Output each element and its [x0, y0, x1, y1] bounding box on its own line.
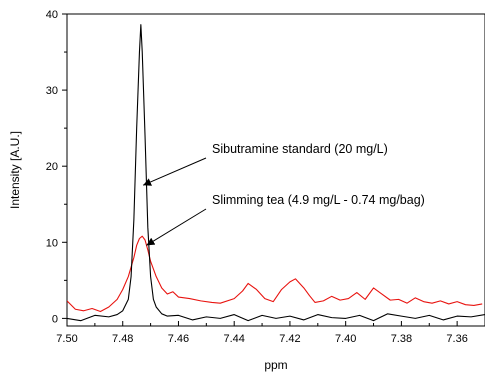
y-tick-label: 10	[46, 237, 58, 249]
y-tick-label: 20	[46, 161, 58, 173]
series-line-sibutramine-standard	[67, 24, 485, 322]
y-tick-label: 30	[46, 85, 58, 97]
annotation-arrow-sibutramine	[142, 157, 207, 186]
plot-frame	[66, 13, 485, 327]
x-axis: 7.50 7.48 7.46 7.44 7.42 7.40 7.38 7.36	[56, 321, 485, 345]
x-axis-title: ppm	[264, 358, 287, 372]
y-tick-label: 40	[46, 9, 58, 21]
series-line-slimming-tea	[67, 235, 483, 313]
y-axis: 0 10 20 30 40	[46, 9, 67, 325]
annotations: Sibutramine standard (20 mg/L) Slimming …	[142, 142, 425, 246]
x-tick-label: 7.38	[391, 333, 412, 345]
x-tick-label: 7.48	[112, 333, 133, 345]
x-tick-label: 7.50	[56, 333, 77, 345]
annotation-arrow-slimming-tea	[146, 208, 207, 246]
x-tick-label: 7.42	[279, 333, 300, 345]
x-tick-label: 7.36	[446, 333, 467, 345]
series-layer	[67, 24, 485, 322]
y-axis-title: Intensity [A.U.]	[8, 131, 22, 209]
x-tick-label: 7.46	[168, 333, 189, 345]
annotation-slimming-tea: Slimming tea (4.9 mg/L - 0.74 mg/bag)	[212, 193, 425, 207]
x-tick-label: 7.44	[223, 333, 244, 345]
x-tick-label: 7.40	[335, 333, 356, 345]
y-tick-label: 0	[52, 313, 58, 325]
annotation-sibutramine: Sibutramine standard (20 mg/L)	[212, 142, 388, 156]
